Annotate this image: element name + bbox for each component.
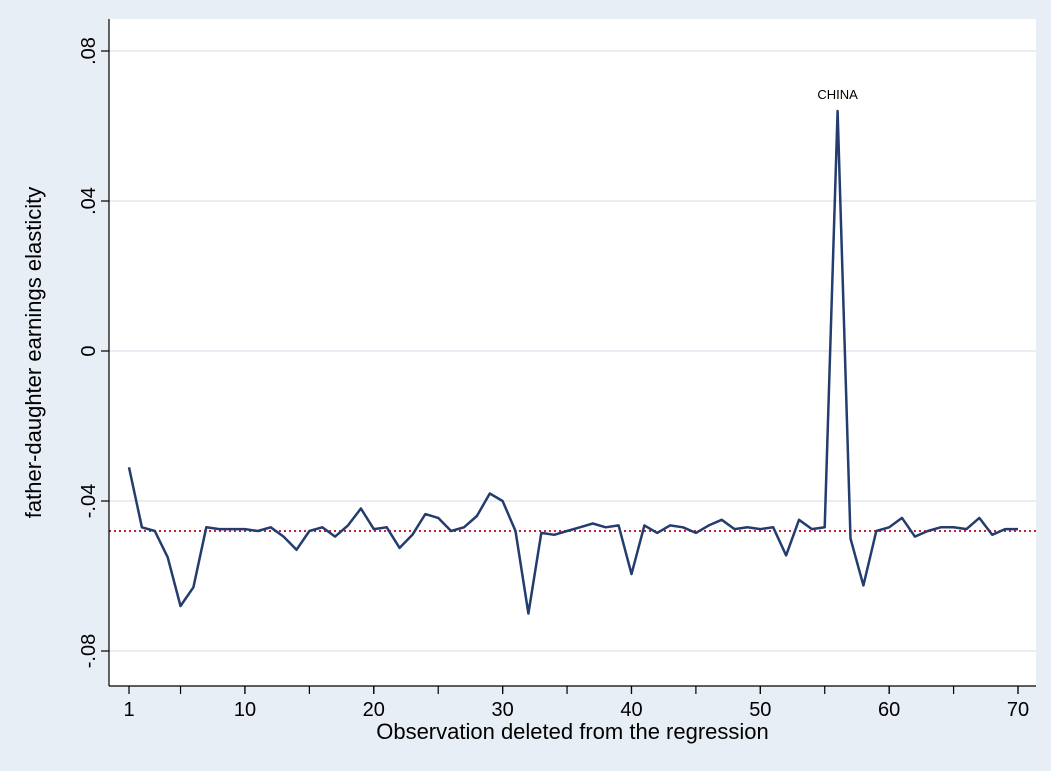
y-axis-title: father-daughter earnings elasticity xyxy=(21,187,46,518)
y-tick-label-1: -.04 xyxy=(78,484,100,518)
plot-area xyxy=(109,19,1036,686)
x-axis-title: Observation deleted from the regression xyxy=(376,719,769,744)
x-tick-label-7: 70 xyxy=(1007,699,1029,721)
y-tick-label-0: -.08 xyxy=(78,634,100,668)
x-tick-label-3: 30 xyxy=(492,699,514,721)
y-tick-label-4: .08 xyxy=(78,37,100,65)
y-tick-label-3: .04 xyxy=(78,187,100,215)
x-tick-label-6: 60 xyxy=(878,699,900,721)
series-group xyxy=(127,109,1018,615)
axes: -.08 -.04 0 .04 .08 1 10 20 30 40 50 60 70 xyxy=(78,19,1036,721)
annotation-china: CHINA xyxy=(817,87,858,102)
grid-lines xyxy=(109,50,1036,652)
x-tick-label-2: 20 xyxy=(363,699,385,721)
series-line xyxy=(127,109,1018,615)
x-tick-label-1: 10 xyxy=(234,699,256,721)
x-tick-label-5: 50 xyxy=(749,699,771,721)
x-tick-label-4: 40 xyxy=(620,699,642,721)
x-tick-label-0: 1 xyxy=(123,699,134,721)
y-tick-label-2: 0 xyxy=(78,345,100,356)
